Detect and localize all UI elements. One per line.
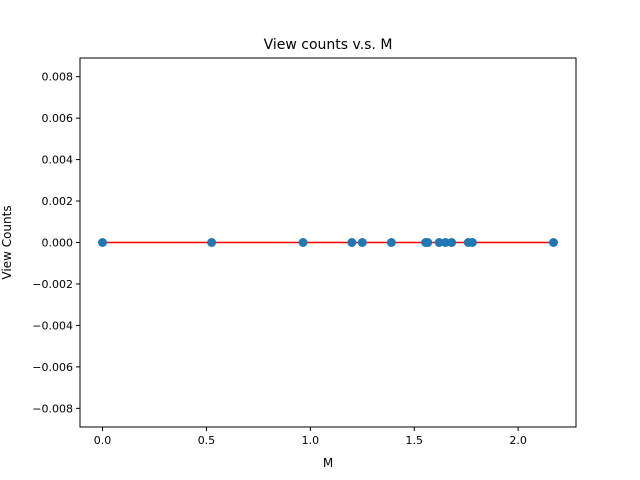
y-tick-label: 0.000 [42, 237, 74, 250]
chart-title: View counts v.s. M [264, 37, 393, 53]
data-point [386, 238, 396, 247]
y-tick-label: 0.006 [42, 112, 74, 125]
y-tick-label: 0.008 [42, 71, 74, 84]
plot-area-frame [79, 57, 577, 428]
y-tick-label: −0.008 [32, 402, 73, 415]
data-points [98, 238, 558, 247]
data-point [98, 238, 108, 247]
data-point [434, 238, 444, 247]
x-tick-label: 0.5 [198, 434, 216, 447]
axis-tick-labels: 0.0 0.5 1.0 1.5 2.0 −0.008 −0.006 −0.004 −0.002 0… [32, 71, 527, 447]
axis-ticks [76, 76, 519, 431]
x-tick-label: 1.5 [405, 434, 423, 447]
data-point [357, 238, 367, 247]
x-tick-label: 0.0 [94, 434, 112, 447]
data-point [347, 238, 357, 247]
x-tick-label: 1.0 [302, 434, 320, 447]
data-point [298, 238, 308, 247]
y-tick-label: 0.004 [42, 154, 74, 167]
x-axis-label: M [323, 456, 333, 470]
y-tick-label: 0.002 [42, 195, 74, 208]
y-axis-label: View Counts [0, 205, 14, 279]
y-tick-label: −0.006 [32, 361, 73, 374]
data-point [207, 238, 217, 247]
x-tick-label: 2.0 [509, 434, 527, 447]
data-point [548, 238, 558, 247]
y-tick-label: −0.004 [32, 319, 73, 332]
data-point [423, 238, 433, 247]
y-tick-label: −0.002 [32, 278, 73, 291]
data-point [467, 238, 477, 247]
data-point [440, 238, 450, 247]
data-point [447, 238, 457, 247]
